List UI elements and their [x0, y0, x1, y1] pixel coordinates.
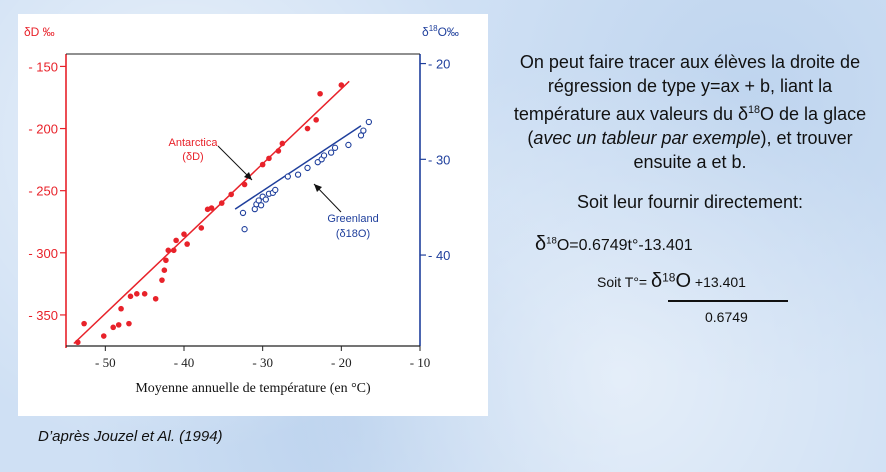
eq2-superscript: 18: [662, 270, 676, 285]
direct-formula-intro: Soit leur fournir directement:: [576, 192, 804, 212]
greenland-data-point: [257, 202, 265, 209]
x-axis-title: Moyenne annuelle de température (en °C): [135, 381, 371, 396]
left-tick-label: - 250: [28, 184, 58, 199]
chart-svg: - 150 - 200 - 250 - 300 - 350 - 20 - 30 - 40 - 5…: [24, 24, 459, 396]
greenland-data-point: [304, 164, 311, 172]
para1-part-b: O de la glace (: [527, 104, 867, 148]
temperature-formula: Soit T°= δ18O +13.401: [597, 270, 746, 293]
para1-part-a: On peut faire tracer aux élèves la droit…: [513, 52, 861, 124]
chart-panel: - 150 - 200 - 250 - 300 - 350 - 20 - 30 - 40 - 5…: [18, 14, 488, 416]
antarctica-data-point: [75, 339, 81, 346]
greenland-data-point: [327, 149, 335, 156]
antarctica-data-point: [163, 257, 169, 264]
greenland-pointer-arrow: [314, 184, 322, 192]
eq1-rest: O=0.6749t°-13.401: [556, 237, 693, 254]
greenland-data-point: [239, 209, 247, 217]
para1-superscript: 18: [748, 104, 761, 116]
right-tick-label: - 40: [428, 248, 450, 263]
antarctica-data-point: [338, 82, 345, 88]
eq1-superscript: 18: [546, 235, 557, 247]
antarctica-data-point: [141, 291, 148, 297]
eq2-prefix: Soit T°=: [597, 274, 651, 290]
greenland-data-point: [262, 196, 269, 203]
antarctica-data-point: [152, 295, 159, 302]
eq1-delta: δ: [535, 233, 547, 255]
greenland-data-point: [360, 127, 367, 134]
antarctica-data-point: [161, 267, 168, 274]
right-tick-label: - 30: [428, 152, 450, 167]
antarctica-label: Antarctica: [169, 137, 219, 149]
source-citation: D’après Jouzel et Al. (1994): [38, 428, 223, 445]
antarctica-data-point: [228, 191, 234, 198]
eq2-delta: δ: [650, 270, 663, 292]
greenland-data-point: [331, 144, 339, 151]
x-tick-label: - 40: [174, 355, 195, 370]
para1-italic: avec un tableur par exemple: [533, 128, 761, 148]
antarctica-data-point: [165, 247, 172, 254]
greenland-data-point: [241, 226, 248, 233]
antarctica-data-point: [173, 237, 179, 244]
para1-part-c: ), et trouver ensuite a et b.: [633, 128, 853, 172]
antarctica-data-point: [127, 293, 134, 300]
fraction-denominator: 0.6749: [705, 309, 748, 325]
left-tick-label: - 200: [28, 122, 58, 137]
antarctica-data-point: [110, 324, 116, 331]
antarctica-data-point: [100, 333, 107, 339]
left-tick-label: - 150: [28, 59, 58, 74]
greenland-data-point: [320, 152, 328, 159]
antarctica-data-point: [118, 305, 124, 312]
antarctica-data-point: [317, 90, 323, 97]
x-tick-label: - 10: [410, 355, 431, 370]
eq2-o: O: [675, 270, 692, 292]
antarctica-data-point: [259, 161, 266, 168]
greenland-data-point: [272, 186, 279, 194]
greenland-data-point: [365, 118, 373, 126]
antarctica-data-point: [241, 181, 248, 188]
left-tick-label: - 300: [28, 246, 58, 261]
antarctica-data-point: [159, 277, 165, 283]
fraction-bar: [668, 300, 788, 302]
right-axis-title: δ18O‰: [422, 24, 459, 39]
greenland-regression-line: [234, 125, 362, 210]
description-paragraph: On peut faire tracer aux élèves la droit…: [505, 50, 875, 174]
greenland-data-point: [255, 197, 262, 204]
antarctica-data-point: [208, 205, 215, 211]
right-tick-label: - 20: [428, 57, 450, 72]
x-tick-label: - 30: [252, 355, 273, 370]
antarctica-data-point: [304, 125, 311, 132]
greenland-data-point: [345, 141, 352, 149]
eq2-rest: +13.401: [691, 274, 746, 290]
antarctica-data-point: [134, 291, 140, 297]
antarctica-data-point: [170, 247, 177, 254]
antarctica-data-point: [198, 225, 205, 231]
antarctica-pointer-arrow: [244, 172, 252, 180]
x-tick-label: - 50: [95, 355, 116, 370]
antarctica-data-point: [81, 320, 87, 327]
antarctica-data-point: [218, 200, 225, 206]
antarctica-pointer-line: [217, 145, 253, 181]
left-tick-label: - 350: [28, 308, 58, 323]
antarctica-data-point: [313, 117, 319, 123]
antarctica-data-point: [266, 155, 272, 162]
antarctica-regression-line: [73, 80, 350, 345]
regression-equation: δ18O=0.6749t°-13.401: [535, 233, 693, 256]
greenland-sublabel: (δ18O): [336, 228, 370, 240]
greenland-data-point: [294, 171, 302, 178]
antarctica-data-point: [181, 231, 187, 237]
greenland-data-point: [357, 132, 365, 139]
antarctica-data-point: [126, 320, 132, 327]
antarctica-data-point: [279, 140, 286, 147]
greenland-label: Greenland: [327, 213, 378, 225]
greenland-data-point: [284, 173, 291, 180]
antarctica-sublabel: (δD): [182, 151, 203, 163]
antarctica-data-point: [115, 322, 122, 328]
antarctica-data-point: [184, 241, 190, 247]
x-tick-label: - 20: [331, 355, 352, 370]
left-axis-title: δD ‰: [24, 25, 55, 39]
antarctica-data-point: [275, 148, 282, 154]
